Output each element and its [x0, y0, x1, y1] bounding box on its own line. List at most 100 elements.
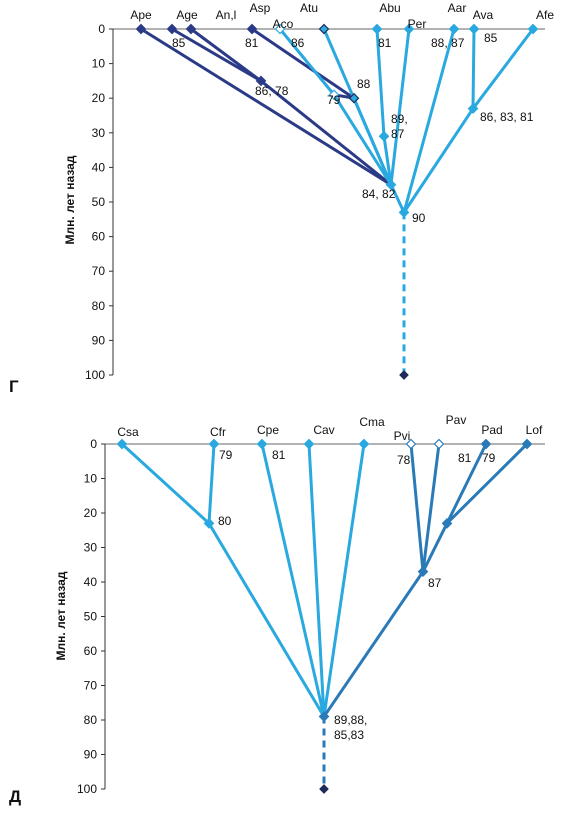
- panel-d-tip-marker: [405, 438, 417, 450]
- panel-d-age-label: 87: [428, 576, 442, 590]
- panel-d-taxon-label: Pav: [446, 413, 467, 427]
- panel-d-node-marker: [417, 566, 429, 577]
- panel-d-branch: [445, 443, 488, 525]
- panel-g-node-marker: [348, 92, 360, 104]
- panel-g-tick-label: 100: [85, 368, 105, 382]
- panel-d-age-label: 89,88, 85,83: [334, 713, 367, 742]
- panel-g-taxon-label: Atu: [300, 1, 318, 15]
- panel-g-node-marker: [328, 89, 340, 101]
- panel-g-tick-label: 70: [92, 264, 106, 278]
- panel-d-tip-marker: [358, 438, 370, 450]
- panel-d-time-tree: 0 10 20 30 40 50 60 70 80 90 100 Млн. лет назад Д Csa…: [9, 413, 545, 806]
- panel-g-tip-marker: [246, 23, 258, 35]
- panel-g-node-marker: [467, 103, 479, 114]
- panel-d-tick-label: 70: [84, 679, 98, 693]
- panel-d-branch: [120, 442, 211, 525]
- panel-g-taxon-label: Age: [176, 8, 198, 22]
- panel-d-branch: [409, 443, 425, 572]
- panel-g-age-label: 79: [327, 93, 341, 107]
- panel-g-tick-label: 90: [92, 333, 106, 347]
- panel-g-branch: [171, 27, 262, 83]
- panel-d-age-label: 80: [218, 514, 232, 528]
- panel-g-taxon-label: Asp: [250, 1, 271, 15]
- panel-g-age-label: 89, 87: [391, 112, 408, 141]
- panel-d-tick-label: 50: [84, 610, 98, 624]
- panel-d-node-marker: [203, 518, 215, 529]
- panel-d-age-label: 79: [219, 448, 233, 462]
- panel-d-taxon-label: Csa: [117, 425, 139, 439]
- panel-g-age-label: 85: [172, 36, 186, 50]
- panel-g-tick-label: 0: [98, 22, 105, 36]
- panel-d-root-marker: [319, 784, 329, 794]
- panel-g-tip-marker: [527, 23, 539, 35]
- panel-g-branch: [332, 93, 393, 186]
- panel-g-branch: [389, 184, 406, 214]
- panel-g-age-label: 81: [245, 36, 259, 50]
- panel-d-tip-marker: [303, 438, 315, 450]
- panel-d-age-label: 81: [458, 451, 472, 465]
- panel-d-tick-label: 30: [84, 541, 98, 555]
- panel-d-branch: [421, 522, 449, 573]
- panel-g-node-marker: [398, 207, 410, 218]
- panel-g-age-label: 86, 78: [255, 84, 289, 98]
- panel-g-taxon-label: Ape: [130, 8, 152, 22]
- panel-g-tip-marker: [135, 23, 147, 35]
- panel-d-tick-label: 10: [84, 472, 98, 486]
- panel-g-node-marker: [255, 75, 267, 87]
- panel-g-tip-marker: [468, 23, 480, 35]
- panel-g-branch: [382, 136, 393, 185]
- panel-d-tip-marker: [521, 438, 533, 450]
- panel-d-taxon-label: Pad: [481, 423, 502, 437]
- panel-d-branch: [421, 443, 441, 572]
- panel-d-tip-marker: [256, 438, 268, 450]
- panel-g-branch: [140, 27, 392, 186]
- panel-d-letter: Д: [9, 787, 21, 806]
- panel-d-branch: [322, 443, 366, 717]
- panel-g-age-label: 88: [357, 77, 371, 91]
- panel-d-branch: [307, 443, 326, 717]
- panel-g-letter: Г: [9, 377, 19, 396]
- panel-g-branch: [471, 28, 476, 109]
- panel-g-branch: [389, 28, 411, 185]
- panel-d-tick-label: 90: [84, 748, 98, 762]
- panel-g-branch: [352, 97, 393, 186]
- panel-d-age-label: 78: [397, 453, 411, 467]
- panel-g-branch: [402, 28, 456, 213]
- panel-g-taxon-label: Per: [408, 17, 427, 31]
- panel-g-tick-label: 20: [92, 91, 106, 105]
- panel-d-tick-label: 20: [84, 506, 98, 520]
- panel-d-tip-marker: [116, 438, 128, 450]
- panel-d-branch: [260, 443, 326, 717]
- panel-g-tip-marker: [318, 23, 330, 35]
- panel-d-tick-label: 100: [77, 782, 97, 796]
- panel-g-y-axis-title: Млн. лет назад: [63, 155, 77, 244]
- panel-d-branch: [445, 442, 529, 525]
- panel-d-tick-label: 0: [90, 437, 97, 451]
- panel-d-taxon-label: Cma: [359, 415, 385, 429]
- panel-g-age-label: 86: [291, 36, 305, 50]
- panel-g-tick-label: 10: [92, 57, 106, 71]
- panel-d-tip-marker: [208, 438, 220, 450]
- panel-g-branch: [471, 28, 535, 110]
- panel-d-branch: [207, 522, 326, 718]
- panel-g-tick-label: 30: [92, 126, 106, 140]
- panel-g-taxon-label: Aar: [448, 1, 467, 15]
- panel-d-taxon-label: Cpe: [257, 423, 279, 437]
- panel-d-taxon-label: Cav: [313, 423, 334, 437]
- panel-g-tip-marker: [166, 23, 178, 35]
- panel-g-age-label: 85: [484, 31, 498, 45]
- panel-g-taxon-label: An,l: [216, 8, 237, 22]
- panel-g-branch: [402, 107, 475, 214]
- panel-g-age-label: 84, 82: [362, 187, 396, 201]
- panel-g-age-label: 90: [412, 211, 426, 225]
- panel-g-tick-label: 80: [92, 299, 106, 313]
- panel-g-time-tree: 0 10 20 30 40 50 60 70 80 90 100 Млн. лет назад Г Ape…: [9, 1, 554, 396]
- panel-d-taxon-label: Pvi: [394, 429, 411, 443]
- panel-g-age-label: 81: [378, 36, 392, 50]
- panel-g-tick-label: 50: [92, 195, 106, 209]
- panel-g-tick-label: 40: [92, 160, 106, 174]
- panel-d-y-axis-title: Млн. лет назад: [54, 571, 68, 660]
- panel-d-taxon-label: Cfr: [210, 425, 226, 439]
- panel-d-tip-marker: [433, 438, 445, 450]
